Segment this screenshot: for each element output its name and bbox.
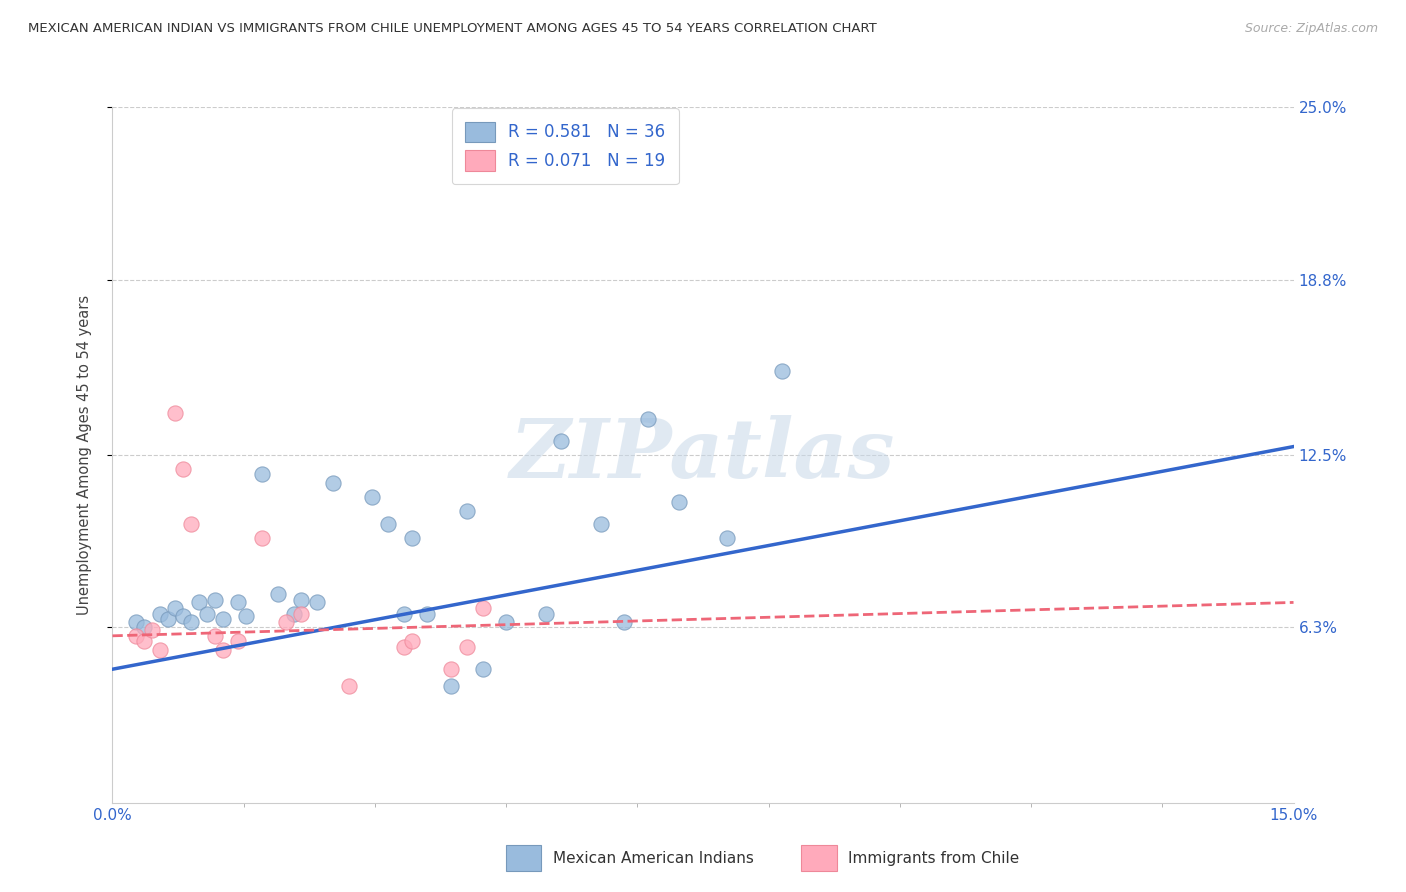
Point <box>290 592 312 607</box>
Point <box>274 615 297 629</box>
Point <box>180 615 202 629</box>
Point <box>416 607 439 621</box>
Point <box>440 679 463 693</box>
Point <box>141 624 163 638</box>
Point <box>322 475 344 490</box>
Point <box>172 462 194 476</box>
Text: ZIPatlas: ZIPatlas <box>510 415 896 495</box>
Point <box>337 679 360 693</box>
Point <box>172 609 194 624</box>
Point <box>211 642 233 657</box>
Point <box>165 406 187 420</box>
Point <box>716 532 738 546</box>
Point <box>149 642 172 657</box>
Point <box>392 640 415 654</box>
Point <box>440 662 463 676</box>
FancyBboxPatch shape <box>506 845 541 871</box>
Point <box>283 607 305 621</box>
Text: Source: ZipAtlas.com: Source: ZipAtlas.com <box>1244 22 1378 36</box>
Point <box>235 609 257 624</box>
Text: Immigrants from Chile: Immigrants from Chile <box>848 851 1019 865</box>
Point <box>188 595 211 609</box>
Point <box>377 517 399 532</box>
Point <box>204 629 226 643</box>
Point <box>125 629 148 643</box>
Point <box>401 532 423 546</box>
Point <box>456 503 478 517</box>
Point <box>250 467 273 482</box>
Point <box>613 615 636 629</box>
Point <box>550 434 572 448</box>
Point <box>290 607 312 621</box>
Legend: R = 0.581   N = 36, R = 0.071   N = 19: R = 0.581 N = 36, R = 0.071 N = 19 <box>451 109 679 184</box>
Point <box>307 595 329 609</box>
Point <box>495 615 517 629</box>
Text: Mexican American Indians: Mexican American Indians <box>553 851 754 865</box>
Point <box>401 634 423 648</box>
Point <box>180 517 202 532</box>
Y-axis label: Unemployment Among Ages 45 to 54 years: Unemployment Among Ages 45 to 54 years <box>77 295 91 615</box>
Point <box>211 612 233 626</box>
Point <box>156 612 179 626</box>
Point <box>589 517 612 532</box>
FancyBboxPatch shape <box>801 845 837 871</box>
Point <box>165 601 187 615</box>
Point <box>637 411 659 425</box>
Point <box>204 592 226 607</box>
Point <box>149 607 172 621</box>
Point <box>770 364 793 378</box>
Point <box>668 495 690 509</box>
Point <box>267 587 290 601</box>
Point <box>228 634 250 648</box>
Point <box>125 615 148 629</box>
Point <box>195 607 218 621</box>
Point <box>132 634 155 648</box>
Point <box>250 532 273 546</box>
Point <box>132 620 155 634</box>
Point <box>471 662 494 676</box>
Point <box>534 607 557 621</box>
Point <box>456 640 478 654</box>
Point <box>471 601 494 615</box>
Text: MEXICAN AMERICAN INDIAN VS IMMIGRANTS FROM CHILE UNEMPLOYMENT AMONG AGES 45 TO 5: MEXICAN AMERICAN INDIAN VS IMMIGRANTS FR… <box>28 22 877 36</box>
Point <box>361 490 384 504</box>
Point <box>228 595 250 609</box>
Point <box>392 607 415 621</box>
